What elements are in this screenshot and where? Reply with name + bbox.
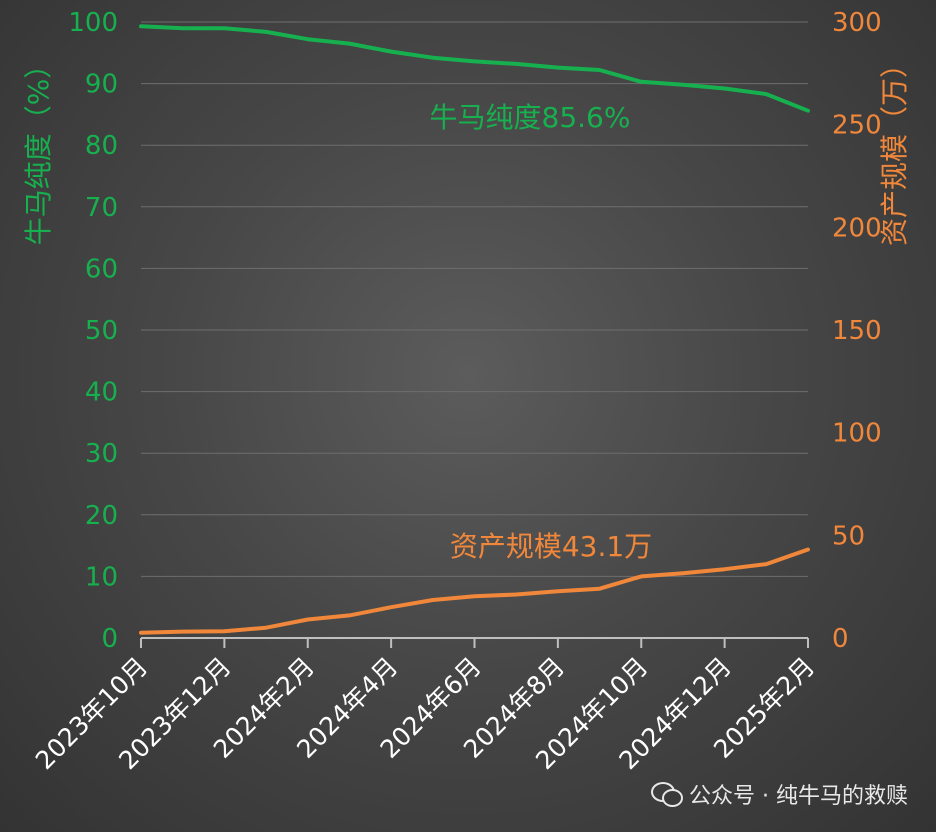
left-tick-label: 30 xyxy=(85,439,118,469)
right-axis-title: 资产规模（万） xyxy=(878,50,911,246)
right-tick-label: 300 xyxy=(832,8,882,38)
left-tick-label: 40 xyxy=(85,378,118,408)
watermark: 公众号 · 纯牛马的救赎 xyxy=(651,778,908,810)
right-tick-label: 150 xyxy=(832,316,882,346)
right-tick-label: 200 xyxy=(832,213,882,243)
purity-annotation: 牛马纯度85.6% xyxy=(430,101,631,134)
left-tick-label: 80 xyxy=(85,131,118,161)
left-tick-label: 10 xyxy=(85,562,118,592)
right-y-axis: 0 50 100 150 200 250 300 xyxy=(832,8,882,654)
left-tick-label: 0 xyxy=(101,624,118,654)
series-line-assets xyxy=(139,547,810,635)
series-lines xyxy=(139,24,810,635)
watermark-text: 公众号 · 纯牛马的救赎 xyxy=(689,784,908,809)
assets-annotation: 资产规模43.1万 xyxy=(450,530,652,563)
right-tick-label: 100 xyxy=(832,419,882,449)
wechat-icon xyxy=(651,782,684,807)
gridlines xyxy=(141,21,808,577)
left-tick-label: 70 xyxy=(85,193,118,223)
left-y-axis: 0 10 20 30 40 50 60 70 80 90 100 xyxy=(68,8,118,654)
left-tick-label: 60 xyxy=(85,254,118,284)
left-tick-label: 20 xyxy=(85,501,118,531)
series-line-purity xyxy=(139,24,810,113)
left-tick-label: 50 xyxy=(85,316,118,346)
x-axis: 2023年10月2023年12月2024年2月2024年4月2024年6月202… xyxy=(30,637,820,775)
left-axis-title: 牛马纯度（%） xyxy=(22,51,55,246)
right-tick-label: 0 xyxy=(832,624,849,654)
left-tick-label: 100 xyxy=(68,8,118,38)
left-tick-label: 90 xyxy=(85,70,118,100)
right-tick-label: 50 xyxy=(832,521,865,551)
right-tick-label: 250 xyxy=(832,111,882,141)
